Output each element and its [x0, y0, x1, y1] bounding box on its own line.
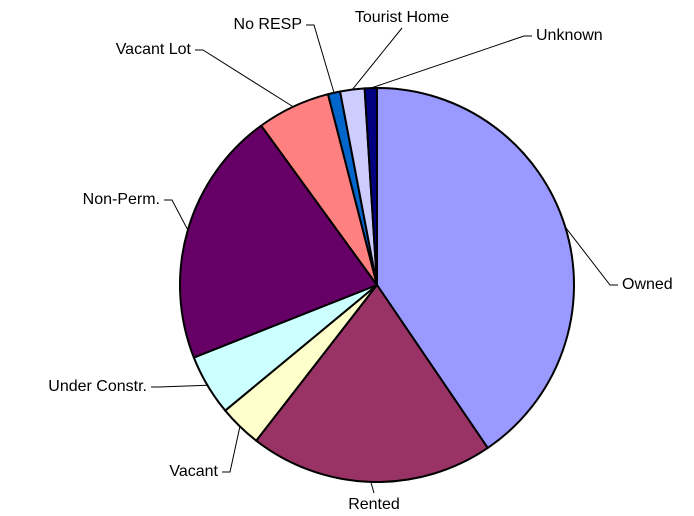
- leader-line: [564, 226, 618, 286]
- pie-slice: [363, 87, 378, 286]
- leader-line: [222, 426, 241, 473]
- leader-line: [195, 49, 294, 108]
- slice-label: Vacant Lot: [116, 41, 192, 58]
- pie-slice: [376, 87, 575, 449]
- pie-slice: [179, 124, 378, 359]
- slice-label: Owned: [622, 276, 673, 293]
- slice-label: Rented: [348, 496, 400, 513]
- slice-label: Under Constr.: [48, 378, 147, 395]
- leader-line: [164, 199, 189, 231]
- leader-line: [306, 24, 335, 93]
- leader-line: [370, 35, 532, 89]
- slice-label: Tourist Home: [355, 9, 449, 26]
- slice-label: No RESP: [234, 16, 302, 33]
- slice-label: Unknown: [536, 27, 603, 44]
- slice-label: Vacant: [169, 463, 218, 480]
- leader-line: [370, 481, 375, 494]
- slice-label: Non-Perm.: [83, 191, 160, 208]
- leader-line: [151, 384, 208, 388]
- leader-line: [351, 27, 403, 90]
